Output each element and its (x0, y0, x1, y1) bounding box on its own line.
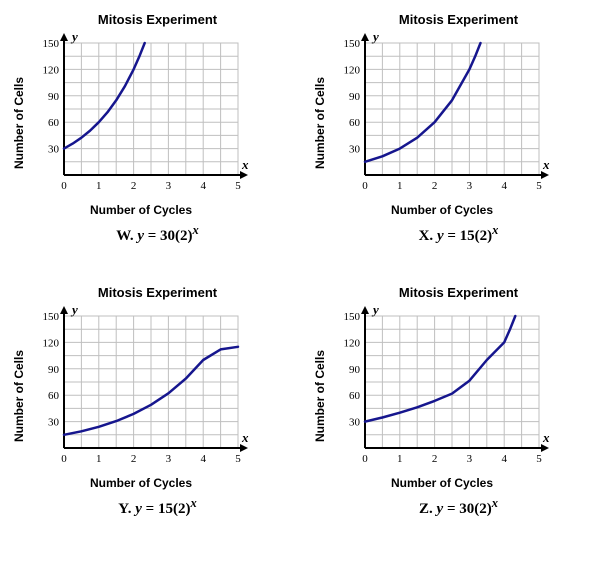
x-axis-label: Number of Cycles (391, 476, 493, 490)
chart-svg: y x 0 1 2 3 4 5 30 60 90 120 150 (26, 29, 256, 199)
svg-text:x: x (241, 430, 249, 445)
y-axis-label: Number of Cells (313, 77, 327, 169)
option-label-x: X. y = 15(2)x (313, 223, 604, 245)
svg-text:0: 0 (61, 180, 67, 192)
svg-text:90: 90 (48, 364, 60, 376)
svg-text:5: 5 (235, 180, 241, 192)
svg-text:4: 4 (501, 453, 507, 465)
svg-text:3: 3 (467, 453, 473, 465)
panel-z: Mitosis Experiment Number of Cells yx012… (313, 285, 604, 518)
svg-text:x: x (542, 157, 550, 172)
svg-text:5: 5 (536, 453, 542, 465)
option-label-w: W. y = 30(2)x (12, 223, 303, 245)
svg-text:30: 30 (48, 417, 60, 429)
equation: y = 30(2)x (437, 501, 498, 517)
x-axis-label: Number of Cycles (90, 476, 192, 490)
svg-text:y: y (70, 29, 78, 44)
svg-text:1: 1 (397, 453, 403, 465)
y-axis-label: Number of Cells (12, 350, 26, 442)
svg-text:0: 0 (362, 453, 368, 465)
y-axis-label: Number of Cells (12, 77, 26, 169)
svg-text:4: 4 (501, 180, 507, 192)
svg-text:90: 90 (349, 364, 361, 376)
chart-grid: Mitosis Experiment Number of Cells yx012… (12, 12, 604, 518)
svg-text:y: y (70, 302, 78, 317)
svg-text:60: 60 (48, 117, 60, 129)
svg-text:0: 0 (61, 453, 67, 465)
svg-text:y: y (371, 302, 379, 317)
option-label-y: Y. y = 15(2)x (12, 496, 303, 518)
svg-text:120: 120 (43, 337, 60, 349)
x-axis-label: Number of Cycles (90, 203, 192, 217)
svg-text:3: 3 (467, 180, 473, 192)
svg-text:1: 1 (397, 180, 403, 192)
svg-text:2: 2 (131, 453, 137, 465)
svg-text:60: 60 (349, 117, 361, 129)
svg-text:30: 30 (349, 417, 361, 429)
svg-text:60: 60 (349, 390, 361, 402)
chart-title: Mitosis Experiment (313, 12, 604, 27)
svg-text:3: 3 (166, 453, 172, 465)
svg-text:30: 30 (48, 144, 60, 156)
option-label-z: Z. y = 30(2)x (313, 496, 604, 518)
svg-text:3: 3 (166, 180, 172, 192)
svg-text:2: 2 (432, 180, 438, 192)
panel-w: Mitosis Experiment Number of Cells yx012… (12, 12, 303, 245)
chart-svg: y x 0 1 2 3 4 5 30 60 90 120 150 (26, 302, 256, 472)
svg-text:150: 150 (43, 38, 60, 50)
equation: y = 15(2)x (135, 501, 196, 517)
svg-text:5: 5 (536, 180, 542, 192)
y-axis-label: Number of Cells (313, 350, 327, 442)
chart-svg: y x 0 1 2 3 4 5 30 60 90 120 150 (327, 29, 557, 199)
svg-text:90: 90 (349, 91, 361, 103)
svg-text:y: y (371, 29, 379, 44)
x-axis-label: Number of Cycles (391, 203, 493, 217)
svg-text:1: 1 (96, 453, 102, 465)
svg-text:120: 120 (344, 64, 361, 76)
svg-text:150: 150 (43, 311, 60, 323)
chart-title: Mitosis Experiment (12, 12, 303, 27)
chart-svg: y x 0 1 2 3 4 5 30 60 90 120 150 (327, 302, 557, 472)
equation: y = 15(2)x (437, 228, 498, 244)
svg-text:30: 30 (349, 144, 361, 156)
svg-text:90: 90 (48, 91, 60, 103)
svg-text:0: 0 (362, 180, 368, 192)
chart-title: Mitosis Experiment (12, 285, 303, 300)
svg-text:1: 1 (96, 180, 102, 192)
svg-text:5: 5 (235, 453, 241, 465)
equation: y = 30(2)x (137, 228, 198, 244)
svg-text:x: x (542, 430, 550, 445)
chart-title: Mitosis Experiment (313, 285, 604, 300)
panel-x: Mitosis Experiment Number of Cells yx012… (313, 12, 604, 245)
svg-text:4: 4 (200, 180, 206, 192)
svg-text:x: x (241, 157, 249, 172)
svg-text:150: 150 (344, 311, 361, 323)
svg-text:60: 60 (48, 390, 60, 402)
svg-text:2: 2 (432, 453, 438, 465)
svg-text:2: 2 (131, 180, 137, 192)
panel-y: Mitosis Experiment Number of Cells yx012… (12, 285, 303, 518)
svg-text:120: 120 (344, 337, 361, 349)
svg-text:150: 150 (344, 38, 361, 50)
svg-text:4: 4 (200, 453, 206, 465)
svg-text:120: 120 (43, 64, 60, 76)
